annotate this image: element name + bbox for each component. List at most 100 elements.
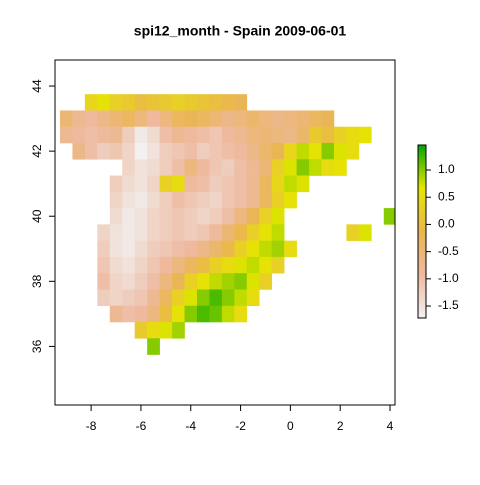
raster-cell	[296, 126, 310, 144]
chart-title: spi12_month - Spain 2009-06-01	[134, 23, 347, 39]
raster-cell	[109, 256, 123, 274]
raster-cell	[147, 159, 160, 176]
raster-cell	[271, 159, 285, 176]
raster-cell	[122, 175, 136, 193]
raster-cell	[122, 191, 136, 209]
raster-cell	[234, 208, 248, 225]
raster-cell	[172, 142, 185, 160]
raster-cell	[147, 175, 160, 193]
raster-cell	[147, 191, 160, 209]
raster-cell	[209, 256, 223, 274]
raster-cell	[346, 126, 360, 144]
raster-cell	[259, 110, 273, 128]
raster-cell	[134, 159, 148, 176]
raster-cell	[246, 159, 260, 176]
raster-cell	[159, 322, 173, 339]
raster-cell	[209, 159, 223, 176]
raster-cell	[358, 224, 372, 241]
raster-cell	[234, 191, 248, 209]
raster-cell	[134, 175, 148, 193]
raster-cell	[259, 175, 273, 193]
raster-cell	[109, 240, 123, 258]
raster-cell	[159, 256, 173, 274]
raster-cell	[172, 126, 185, 144]
raster-cell	[271, 142, 285, 160]
raster-cell	[321, 142, 335, 160]
raster-cell	[184, 110, 198, 128]
raster-cell	[122, 126, 136, 144]
raster-cell	[159, 142, 173, 160]
raster-cell	[109, 94, 123, 111]
raster-cell	[196, 94, 210, 111]
raster-cell	[72, 126, 86, 144]
raster-cell	[271, 126, 285, 144]
raster-cell	[97, 110, 111, 128]
raster-cell	[159, 159, 173, 176]
raster-cell	[184, 240, 198, 258]
raster-cell	[246, 224, 260, 241]
raster-cell	[172, 289, 185, 307]
raster-cell	[271, 256, 285, 274]
raster-cell	[221, 94, 235, 111]
raster-cell	[159, 208, 173, 225]
raster-cell	[209, 94, 223, 111]
raster-cell	[221, 191, 235, 209]
raster-cell	[321, 110, 335, 128]
raster-cell	[84, 110, 98, 128]
raster-cell	[246, 256, 260, 274]
raster-cell	[309, 126, 322, 144]
raster-cell	[134, 322, 148, 339]
raster-cell	[209, 208, 223, 225]
raster-cell	[246, 175, 260, 193]
colorbar-tick-label: -1.0	[438, 271, 459, 285]
raster-cell	[234, 94, 248, 111]
raster-cell	[209, 305, 223, 323]
raster-cell	[134, 240, 148, 258]
raster-cell	[259, 256, 273, 274]
raster-cell	[296, 175, 310, 193]
raster-cell	[259, 224, 273, 241]
raster-cell	[271, 224, 285, 241]
raster-cell	[97, 273, 111, 290]
raster-cell	[134, 142, 148, 160]
raster-cell	[184, 175, 198, 193]
raster-cell	[172, 191, 185, 209]
raster-cell	[196, 256, 210, 274]
raster-cell	[159, 289, 173, 307]
y-tick-label: 36	[30, 339, 44, 353]
raster-cell	[134, 94, 148, 111]
raster-cell	[234, 126, 248, 144]
raster-cell	[321, 126, 335, 144]
raster-cell	[221, 305, 235, 323]
raster-cell	[196, 273, 210, 290]
raster-cell	[97, 224, 111, 241]
x-tick-label: -4	[185, 419, 196, 433]
x-tick-label: -8	[86, 419, 97, 433]
raster-cell	[184, 191, 198, 209]
raster-cell	[196, 224, 210, 241]
raster-cell	[296, 142, 310, 160]
raster-cell	[309, 159, 322, 176]
raster-cell	[97, 289, 111, 307]
raster-cell	[196, 175, 210, 193]
raster-cell	[333, 159, 347, 176]
y-tick-label: 42	[30, 144, 44, 158]
raster-cell	[196, 240, 210, 258]
raster-cell	[196, 191, 210, 209]
raster-cell	[234, 289, 248, 307]
raster-cell	[209, 142, 223, 160]
raster-cell	[259, 208, 273, 225]
raster-cell	[172, 273, 185, 290]
raster-cell	[259, 191, 273, 209]
raster-cell	[221, 159, 235, 176]
raster-cell	[122, 208, 136, 225]
raster-cell	[321, 159, 335, 176]
raster-cell	[159, 126, 173, 144]
raster-cell	[259, 240, 273, 258]
raster-cell	[196, 110, 210, 128]
colorbar-tick-label: 0.5	[438, 189, 455, 203]
raster-cell	[246, 110, 260, 128]
raster-cell	[234, 305, 248, 323]
raster-cell	[196, 208, 210, 225]
raster-cell	[246, 208, 260, 225]
